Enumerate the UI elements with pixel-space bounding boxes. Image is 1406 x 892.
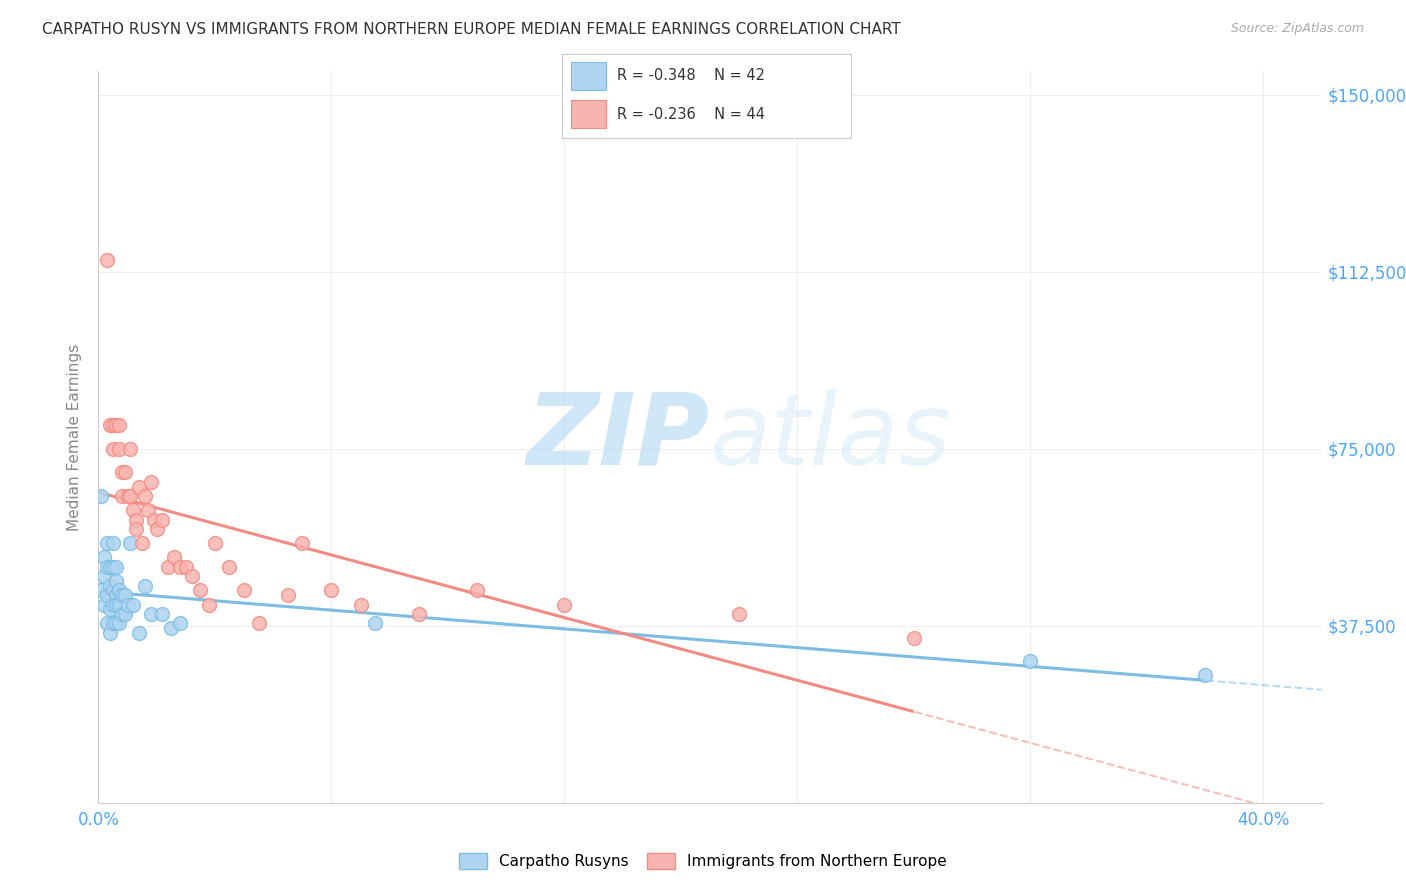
Point: [98, 559, 121, 574]
Point: [96, 536, 118, 550]
Point: [90, 489, 112, 503]
Point: [142, 513, 165, 527]
Point: [174, 559, 197, 574]
Point: [101, 418, 124, 433]
Point: [1019, 654, 1042, 668]
Point: [553, 598, 575, 612]
Point: [108, 418, 131, 433]
Point: [169, 559, 191, 574]
Point: [157, 559, 180, 574]
Point: [465, 583, 488, 598]
Point: [128, 626, 150, 640]
Point: [125, 513, 148, 527]
Point: [117, 489, 139, 503]
Point: [233, 583, 256, 598]
Point: [277, 588, 299, 602]
Point: [104, 598, 127, 612]
Point: [114, 588, 136, 602]
Point: [117, 598, 139, 612]
Point: [139, 607, 162, 621]
Point: [120, 489, 142, 503]
Bar: [571, 100, 606, 128]
Point: [408, 607, 430, 621]
Point: [108, 616, 131, 631]
Point: [218, 559, 240, 574]
Point: [120, 536, 142, 550]
Point: [114, 466, 136, 480]
Text: atlas: atlas: [710, 389, 952, 485]
Point: [198, 598, 221, 612]
Point: [96, 588, 118, 602]
Point: [96, 616, 118, 631]
Point: [139, 475, 162, 489]
Point: [114, 607, 136, 621]
Point: [364, 616, 387, 631]
Point: [101, 536, 124, 550]
Point: [131, 536, 153, 550]
Point: [111, 588, 134, 602]
Legend: Carpatho Rusyns, Immigrants from Northern Europe: Carpatho Rusyns, Immigrants from Norther…: [453, 847, 953, 875]
Point: [122, 503, 145, 517]
Point: [90, 583, 112, 598]
Point: [101, 598, 124, 612]
Point: [903, 631, 925, 645]
Point: [188, 583, 212, 598]
Point: [160, 621, 183, 635]
Point: [122, 598, 145, 612]
Point: [291, 536, 314, 550]
Text: ZIP: ZIP: [527, 389, 710, 485]
Point: [108, 583, 131, 598]
Text: R = -0.348    N = 42: R = -0.348 N = 42: [617, 69, 765, 84]
Point: [180, 569, 202, 583]
Text: CARPATHO RUSYN VS IMMIGRANTS FROM NORTHERN EUROPE MEDIAN FEMALE EARNINGS CORRELA: CARPATHO RUSYN VS IMMIGRANTS FROM NORTHE…: [42, 22, 901, 37]
Point: [134, 489, 156, 503]
Point: [111, 466, 134, 480]
Point: [98, 626, 121, 640]
Text: Source: ZipAtlas.com: Source: ZipAtlas.com: [1230, 22, 1364, 36]
Point: [321, 583, 343, 598]
Point: [96, 253, 118, 268]
Point: [98, 418, 121, 433]
Point: [101, 442, 124, 456]
Point: [104, 574, 127, 588]
Point: [98, 602, 121, 616]
Point: [93, 569, 115, 583]
Point: [152, 513, 174, 527]
Point: [128, 480, 150, 494]
Text: R = -0.236    N = 44: R = -0.236 N = 44: [617, 107, 765, 121]
Point: [101, 559, 124, 574]
Point: [108, 442, 131, 456]
Point: [111, 489, 134, 503]
Point: [125, 522, 148, 536]
Point: [93, 598, 115, 612]
Point: [111, 607, 134, 621]
Point: [136, 503, 159, 517]
Point: [145, 522, 167, 536]
Point: [728, 607, 751, 621]
Bar: [571, 62, 606, 90]
Point: [152, 607, 174, 621]
Point: [93, 550, 115, 565]
Point: [1194, 668, 1216, 682]
Y-axis label: Median Female Earnings: Median Female Earnings: [67, 343, 83, 531]
Point: [96, 559, 118, 574]
Point: [120, 442, 142, 456]
Point: [108, 598, 131, 612]
Point: [101, 583, 124, 598]
Point: [101, 616, 124, 631]
Point: [104, 616, 127, 631]
Point: [163, 550, 186, 565]
Point: [204, 536, 226, 550]
Point: [98, 579, 121, 593]
Point: [134, 579, 156, 593]
Point: [247, 616, 270, 631]
Point: [349, 598, 371, 612]
Point: [169, 616, 191, 631]
Point: [104, 559, 127, 574]
Point: [104, 588, 127, 602]
Point: [104, 418, 127, 433]
